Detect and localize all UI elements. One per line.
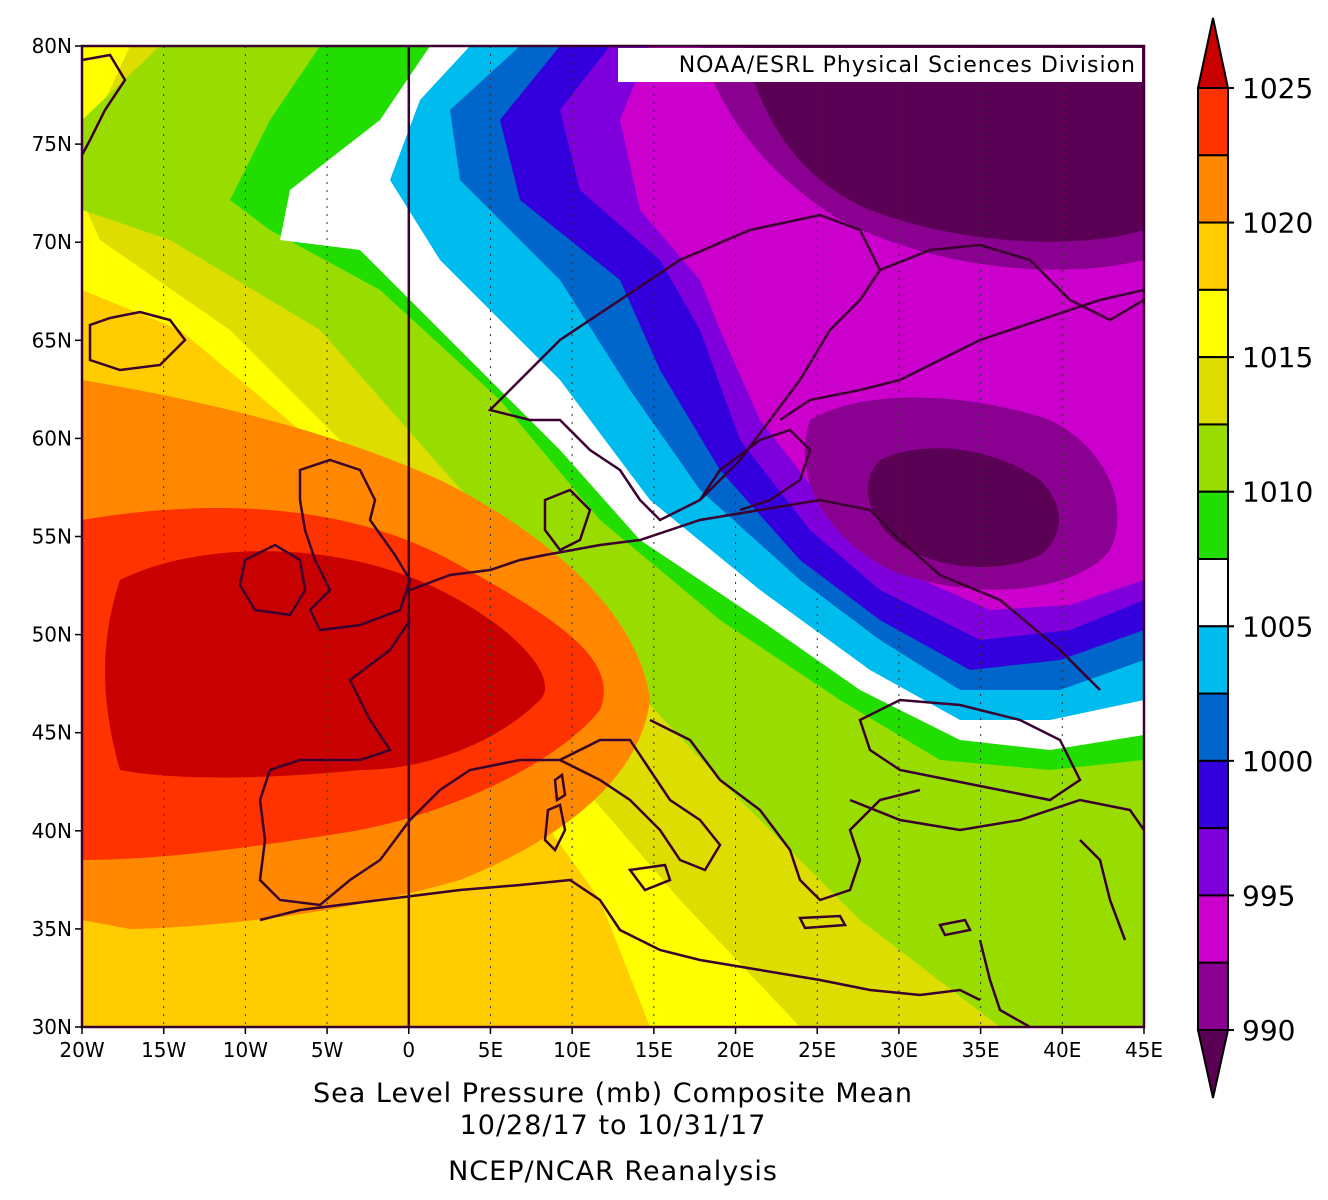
coast-italy — [557, 738, 722, 872]
map-date-range: 10/28/17 to 10/31/17 — [460, 1110, 767, 1141]
colorbar-label: 1020 — [1242, 207, 1313, 240]
coast-sicily — [627, 863, 672, 892]
coast-crete — [798, 914, 848, 930]
colorbar-segment — [1197, 894, 1229, 964]
lon-tick-label: 45E — [1125, 1038, 1163, 1062]
coast-western-europe — [409, 498, 1101, 691]
colorbar-segment — [1197, 827, 1229, 897]
lon-tick-label: 15E — [635, 1038, 673, 1062]
colorbar-segment — [1197, 692, 1229, 762]
lat-tick-label: 35N — [32, 917, 72, 941]
colorbar-segment — [1197, 423, 1229, 493]
colorbar-arrow-top — [1196, 17, 1230, 89]
colorbar-label: 1025 — [1242, 72, 1313, 105]
coast-norway-sweden — [487, 213, 882, 522]
lon-tick-label: 5W — [311, 1038, 344, 1062]
coast-red-sea-levant — [978, 939, 1031, 1027]
lat-tick-label: 40N — [32, 819, 72, 843]
lat-tick-label: 55N — [32, 525, 72, 549]
lon-tick-label: 0 — [402, 1038, 415, 1062]
lat-tick-label: 50N — [32, 623, 72, 647]
coast-denmark — [543, 488, 592, 552]
lon-tick-label: 10E — [553, 1038, 591, 1062]
coast-finland-russia — [779, 288, 1144, 422]
coast-corsica — [553, 772, 567, 803]
colorbar-segment — [1197, 558, 1229, 628]
colorbar-segment — [1197, 87, 1229, 157]
lat-tick-label: 75N — [32, 132, 72, 156]
coastline-layer — [82, 53, 1144, 1027]
credit-box — [618, 48, 1142, 82]
lat-tick-label: 70N — [32, 230, 72, 254]
colorbar-segment — [1197, 961, 1229, 1032]
colorbar-label: 990 — [1242, 1014, 1295, 1047]
colorbar-segment — [1197, 490, 1229, 561]
credit-text: NOAA/ESRL Physical Sciences Division — [679, 53, 1136, 78]
lon-tick-label: 20W — [59, 1038, 104, 1062]
colorbar-label: 1010 — [1242, 476, 1313, 509]
colorbar-arrow-bottom — [1196, 1029, 1230, 1099]
lat-tick-label: 30N — [32, 1015, 72, 1039]
coast-caspian — [1079, 839, 1127, 941]
colorbar-label: 1005 — [1242, 610, 1313, 643]
coast-greenland-svalbard — [82, 53, 127, 156]
lat-tick-label: 80N — [32, 34, 72, 58]
lat-tick-label: 65N — [32, 328, 72, 352]
coast-cyprus — [938, 918, 972, 937]
band-990-east — [868, 448, 1059, 567]
latitude-axis: 80N 75N 70N 65N 60N 55N 50N 45N 40N 35N 30N — [32, 34, 82, 1039]
coast-balkans-greece — [649, 718, 921, 902]
lon-tick-label: 40E — [1043, 1038, 1081, 1062]
colorbar-segment — [1197, 288, 1229, 359]
coast-britain — [298, 458, 412, 632]
longitude-axis: 20W 15W 10W 5W 0 5E 10E 15E 20E 25E 30E 35E 40E 45E — [59, 1027, 1163, 1062]
lon-tick-label: 20E — [716, 1038, 754, 1062]
lon-tick-label: 25E — [798, 1038, 836, 1062]
band-990-north — [745, 46, 1144, 242]
colorbar-label: 995 — [1242, 879, 1295, 912]
map-source: NCEP/NCAR Reanalysis — [448, 1156, 778, 1187]
colorbar-label: 1015 — [1242, 341, 1313, 374]
colorbar-segment — [1197, 759, 1229, 830]
coast-baltic — [698, 428, 812, 512]
graticule — [163, 46, 1063, 1027]
lon-tick-label: 35E — [962, 1038, 1000, 1062]
band-1020-south — [82, 920, 650, 1027]
map-title: Sea Level Pressure (mb) Composite Mean — [313, 1078, 913, 1109]
coast-kola-white-sea — [879, 243, 1144, 322]
coast-iceland — [88, 310, 187, 372]
coast-north-africa — [259, 878, 981, 1002]
coast-turkey — [849, 798, 1144, 832]
band-1025-high — [105, 551, 546, 778]
coast-black-sea — [858, 698, 1082, 802]
colorbar-segment — [1197, 154, 1229, 224]
coast-sardinia — [543, 803, 567, 853]
colorbar-segment — [1197, 221, 1229, 291]
colorbar-segment — [1197, 356, 1229, 426]
lon-tick-label: 15W — [141, 1038, 186, 1062]
coast-ireland — [238, 543, 307, 617]
lat-tick-label: 45N — [32, 721, 72, 745]
lat-tick-label: 60N — [32, 426, 72, 450]
colorbar: 1025 1020 1015 1010 1005 1000 995 990 — [1196, 17, 1313, 1099]
colorbar-label: 1000 — [1242, 745, 1313, 778]
lon-tick-label: 5E — [478, 1038, 503, 1062]
lon-tick-label: 10W — [223, 1038, 268, 1062]
pressure-field — [82, 46, 1144, 1027]
lon-tick-label: 30E — [880, 1038, 918, 1062]
coast-france-spain — [258, 619, 560, 907]
colorbar-segment — [1197, 625, 1229, 695]
